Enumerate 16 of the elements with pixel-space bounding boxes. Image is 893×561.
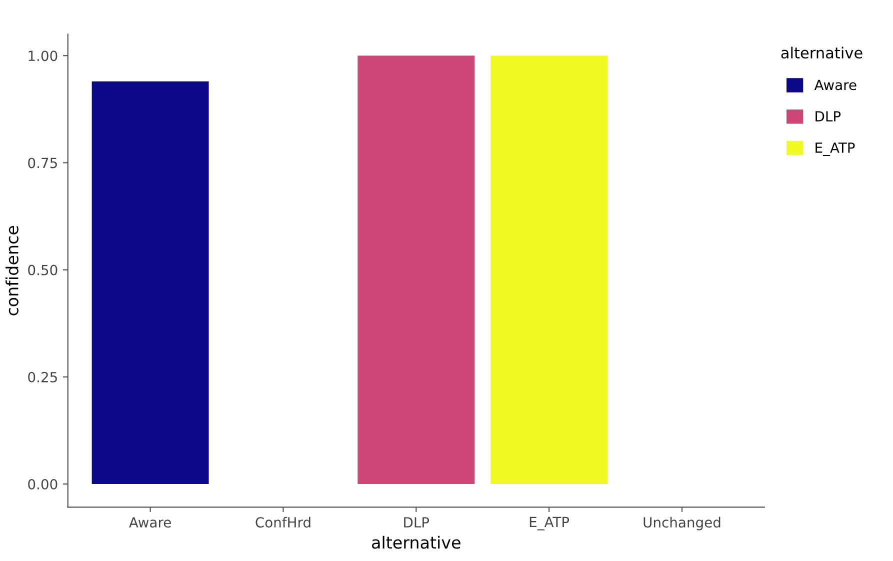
y-tick-label: 1.00 bbox=[28, 50, 58, 62]
y-tick-label: 0.75 bbox=[28, 158, 57, 168]
y-tick-label: 0.25 bbox=[28, 372, 57, 382]
x-tick-label: Unchanged bbox=[644, 516, 720, 530]
legend-title: alternative bbox=[781, 46, 862, 59]
x-tick-label: DLP bbox=[404, 517, 430, 528]
x-axis-title: alternative bbox=[372, 536, 460, 549]
y-tick-label: 0.00 bbox=[28, 478, 58, 490]
x-tick-label: ConfHrd bbox=[256, 516, 310, 528]
legend-label: E_ATP bbox=[816, 142, 855, 156]
legend-label: DLP bbox=[816, 111, 841, 122]
y-axis-title: confidence bbox=[6, 226, 18, 316]
x-tick-label: E_ATP bbox=[530, 516, 570, 530]
y-tick-label: 0.50 bbox=[28, 264, 58, 276]
legend-label: Aware bbox=[814, 80, 856, 90]
x-tick-label: Aware bbox=[129, 517, 171, 528]
